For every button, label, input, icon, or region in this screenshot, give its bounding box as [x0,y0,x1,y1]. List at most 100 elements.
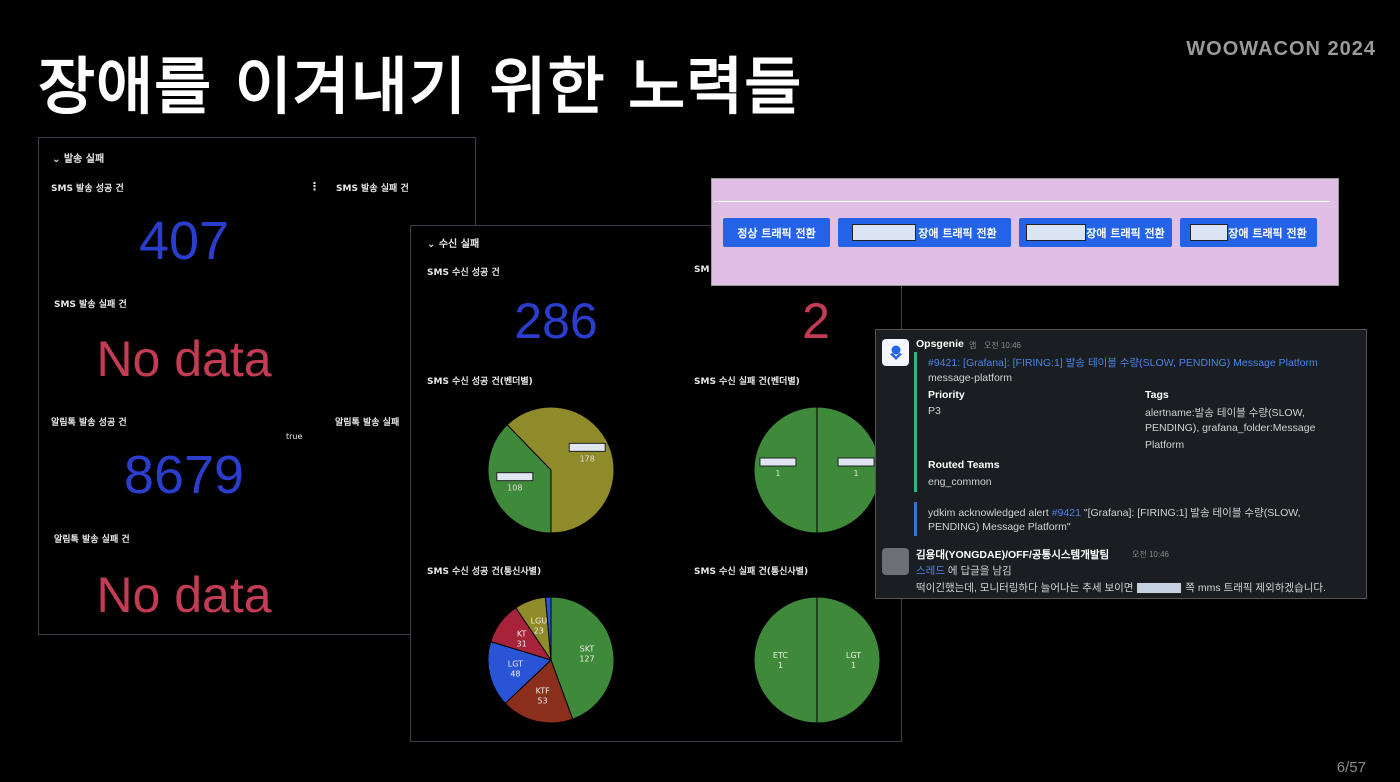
pie-slice [504,659,574,724]
pie-category-label: ETC [773,651,788,660]
sender-name[interactable]: Opsgenie [916,338,964,350]
normal-traffic-button[interactable]: 정상 트래픽 전환 [723,218,830,247]
sms-receive-fail-value: 2 [802,293,830,349]
pie-slice [753,596,818,724]
redacted-block [852,224,917,241]
pie-category-label: LGT [846,651,861,660]
alimtalk-send-success-label: 알림톡 발송 성공 건 [51,418,127,428]
redacted-block [1190,224,1229,241]
alimtalk-send-success-value: 8679 [123,445,245,505]
reply-message: 떡이긴했는데, 모니터링하다 늘어나는 추세 보이면 쪽 mms 트래픽 제외하… [916,580,1326,595]
sms-receive-success-label: SMS 수신 성공 건 [427,268,500,278]
slack-alert-panel [875,329,1367,599]
button-label: 장애 트래픽 전환 [918,226,997,240]
sms-receive-fail-label: SM [694,265,710,275]
failure-traffic-button-3[interactable]: 장애 트래픽 전환 [1180,218,1317,247]
pie-category-label: KT [517,629,527,638]
sms-send-success-label: SMS 발송 성공 건 [51,184,124,194]
failure-traffic-button-2[interactable]: 장애 트래픽 전환 [1019,218,1172,247]
pie-slice [506,406,615,534]
redacted-label [568,442,606,452]
thread-reply-note: 스레드 에 답글을 남김 [916,563,1012,578]
team-slug: message-platform [928,372,1013,384]
ack-attachment-bar [914,502,917,536]
vendor-success-label: SMS 수신 성공 건(벤더별) [427,377,533,387]
pie-slice [487,640,552,705]
pie-slice [753,406,818,534]
redacted-label [496,472,534,482]
true-text: true [286,432,303,441]
carrier-success-label: SMS 수신 성공 건(통신사별) [427,567,542,577]
section-toggle-receive-failure[interactable]: ⌄ 수신 실패 [427,239,480,250]
ack-prefix: ydkim acknowledged alert [928,507,1049,519]
tags-line: Platform [1145,439,1185,451]
ack-alert-link[interactable]: #9421 [1051,507,1081,519]
pie-slice [550,596,615,720]
pie-value-label: 48 [510,669,520,678]
opsgenie-logo-icon [889,345,902,360]
pie-value-label: 23 [534,627,544,636]
sms-send-fail-label: SMS 발송 실패 건 [54,300,127,310]
button-label: 정상 트래픽 전환 [737,226,816,240]
tags-line: alertname:발송 테이블 수량(SLOW, [1145,407,1305,419]
ack-rest: "[Grafana]: [FIRING:1] 발송 테이블 수량(SLOW, [1083,507,1301,519]
pie-category-label: KTF [536,687,551,696]
tags-label: Tags [1145,389,1169,401]
traffic-switch-panel: 정상 트래픽 전환 장애 트래픽 전환 장애 트래픽 전환 장애 트래픽 전환 [711,178,1339,286]
divider [714,201,1330,202]
button-label: 장애 트래픽 전환 [1086,226,1165,240]
alert-attachment-bar [914,352,917,492]
panel-menu-icon[interactable]: ⋮ [309,180,320,193]
priority-label: Priority [928,389,965,401]
button-label: 장애 트래픽 전환 [1228,226,1307,240]
alert-link[interactable]: #9421: [Grafana]: [FIRING:1] 발송 테이블 수량(S… [928,357,1318,369]
ack-message: ydkim acknowledged alert #9421 "[Grafana… [928,505,1301,520]
pie-category-label: LGT [508,659,523,668]
pie-value-label: 178 [580,454,595,463]
alimtalk-send-fail-label: 알림톡 발송 실패 건 [54,535,130,545]
pie-category-label: SKT [580,645,595,654]
pie-value-label: 108 [507,484,522,493]
thread-rest: 에 답글을 남김 [947,565,1012,577]
pie-value-label: 1 [778,661,783,670]
vendor-fail-label: SMS 수신 실패 건(벤더별) [694,377,800,387]
sms-receive-success-value: 286 [514,293,598,349]
routed-teams-value: eng_common [928,476,992,488]
send-failure-dashboard: ⌄ 발송 실패 SMS 발송 성공 건 ⋮ SMS 발송 실패 건 407 SM… [38,137,476,635]
tags-line: PENDING), grafana_folder:Message [1145,422,1316,434]
thread-link[interactable]: 스레드 [916,565,945,577]
user-name[interactable]: 김용대(YONGDAE)/OFF/공통시스템개발팀 [916,549,1110,561]
reply-text: 쪽 mms 트래픽 제외하겠습니다. [1185,582,1326,594]
ack-message-line2: PENDING) Message Platform" [928,521,1071,533]
section-toggle-send-failure[interactable]: ⌄ 발송 실패 [52,154,105,165]
pie-value-label: 1 [851,661,856,670]
priority-value: P3 [928,405,941,417]
sms-send-fail-value: No data [96,331,272,387]
page-number: 6/57 [1336,759,1366,776]
pie-slice [544,596,552,661]
pie-value-label: 31 [517,639,527,648]
pie-value-label: 1 [854,469,859,478]
message-time[interactable]: 오전 10:46 [1132,550,1169,559]
redacted-label [759,457,797,467]
redacted-block [1026,224,1087,241]
failure-traffic-button-1[interactable]: 장애 트래픽 전환 [838,218,1011,247]
redacted-label [837,457,875,467]
reply-text: 떡이긴했는데, 모니터링하다 늘어나는 추세 보이면 [916,582,1134,594]
receive-failure-dashboard: ⌄ 수신 실패 SMS 수신 성공 건 SM 286 2 SMS 수신 성공 건… [410,225,902,742]
pie-value-label: 127 [579,655,594,664]
pie-charts: 10817811SKT127KTF53LGT48KT31LGU23LGT1ETC… [487,406,881,724]
sms-send-success-value: 407 [138,211,230,271]
user-avatar[interactable] [882,548,909,575]
message-time[interactable]: 오전 10:46 [984,341,1021,350]
pie-value-label: 53 [538,697,548,706]
routed-teams-label: Routed Teams [928,459,1000,471]
pie-category-label: LGU [531,617,548,626]
slide-title: 장애를 이겨내기 위한 노력들 [38,50,803,123]
alimtalk-send-fail-label-right: 알림톡 발송 실패 [335,418,400,428]
carrier-fail-label: SMS 수신 실패 건(통신사별) [694,567,809,577]
pie-slice [816,596,881,724]
sms-send-fail-label-right: SMS 발송 실패 건 [336,184,409,194]
redacted-block [1136,582,1183,595]
pie-slice [816,406,881,534]
